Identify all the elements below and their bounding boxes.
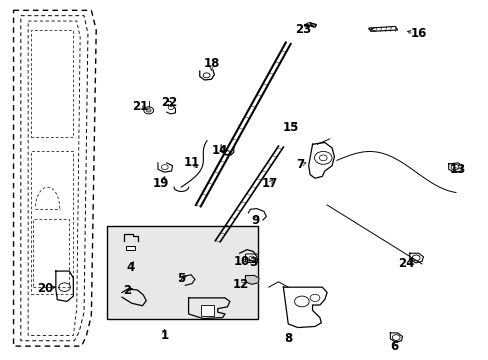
Text: 10: 10	[233, 255, 250, 268]
Text: 1: 1	[160, 329, 168, 342]
Circle shape	[146, 109, 151, 112]
Text: 17: 17	[261, 177, 277, 190]
Text: 12: 12	[232, 278, 249, 291]
Text: 22: 22	[161, 96, 177, 109]
Text: 2: 2	[122, 284, 131, 297]
Text: 23: 23	[294, 23, 310, 36]
Polygon shape	[309, 23, 316, 27]
Text: 6: 6	[389, 339, 398, 352]
Text: 9: 9	[250, 213, 259, 226]
Text: 8: 8	[284, 333, 292, 346]
FancyBboxPatch shape	[245, 254, 258, 262]
Text: 19: 19	[152, 177, 169, 190]
Text: 3: 3	[249, 256, 257, 269]
Text: 21: 21	[132, 100, 148, 113]
Text: 16: 16	[409, 27, 426, 40]
Text: 5: 5	[177, 272, 185, 285]
Text: 4: 4	[126, 261, 134, 274]
Bar	[201, 305, 214, 316]
Polygon shape	[245, 275, 259, 284]
Text: 11: 11	[183, 156, 200, 169]
Text: 20: 20	[37, 283, 53, 296]
Text: 18: 18	[203, 57, 219, 71]
Text: 15: 15	[282, 121, 298, 134]
Text: 14: 14	[212, 144, 228, 157]
Bar	[125, 246, 134, 249]
Text: 24: 24	[397, 257, 413, 270]
Bar	[107, 226, 258, 319]
Text: 7: 7	[296, 158, 304, 171]
Text: 13: 13	[448, 163, 465, 176]
